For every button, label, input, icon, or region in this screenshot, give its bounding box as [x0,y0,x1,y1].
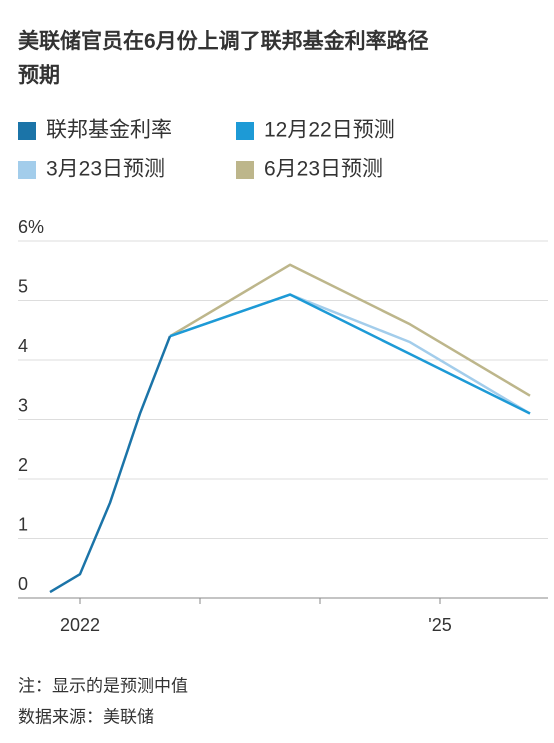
x-tick-label: 2022 [60,615,100,635]
y-tick-label: 4 [18,336,28,356]
x-tick-label: '25 [428,615,451,635]
series-line [169,293,531,415]
legend-swatch [18,161,36,179]
legend-label: 3月23日预测 [46,158,165,181]
chart-title: 美联储官员在6月份上调了联邦基金利率路径预期 [18,29,429,87]
source: 数据来源：美联储 [18,707,154,726]
series-line [169,293,531,415]
series-line [169,263,531,397]
y-tick-label: 1 [18,514,28,534]
y-tick-label: 6% [18,217,44,237]
legend-label: 6月23日预测 [264,158,383,181]
legend-swatch [18,122,36,140]
y-tick-label: 0 [18,574,28,594]
legend-label: 联邦基金利率 [46,119,172,142]
y-tick-label: 3 [18,395,28,415]
y-tick-label: 5 [18,276,28,296]
legend-label: 12月22日预测 [264,119,395,142]
legend-swatch [236,161,254,179]
legend-swatch [236,122,254,140]
series-line [49,335,172,594]
y-tick-label: 2 [18,455,28,475]
note: 注：显示的是预测中值 [18,676,188,695]
